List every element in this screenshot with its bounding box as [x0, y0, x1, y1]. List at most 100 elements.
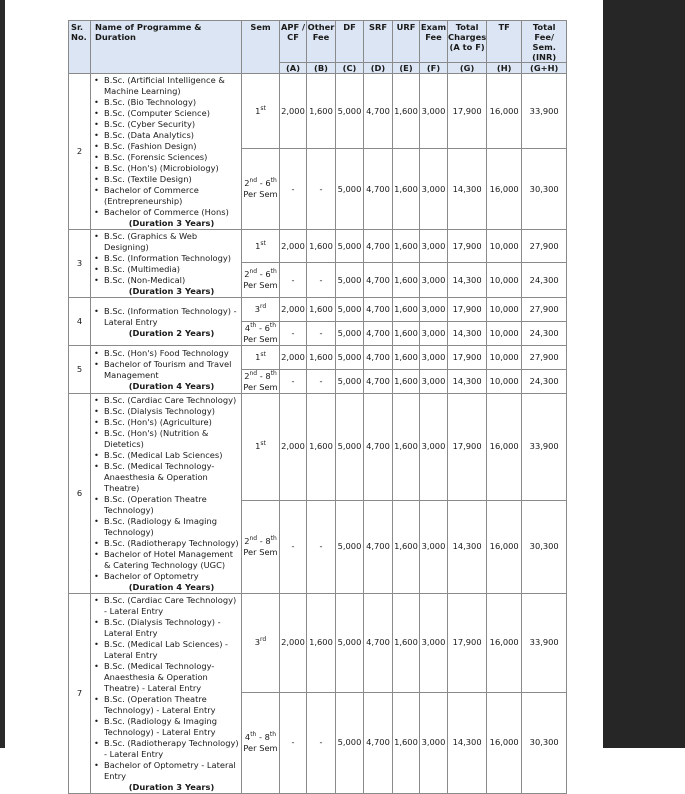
fee-value: 1,600: [392, 393, 420, 501]
programme-list: B.Sc. (Artificial Intelligence & Machine…: [90, 73, 242, 230]
fee-value: 14,300: [446, 262, 488, 298]
fee-value: 30,300: [521, 499, 568, 595]
programme-item: B.Sc. (Graphics & Web Designing): [94, 231, 239, 253]
fee-value: 4,700: [363, 297, 393, 322]
header-sem: Sem: [241, 20, 280, 74]
ordinal-suffix: st: [260, 239, 266, 247]
header-column-code: (C): [335, 62, 364, 74]
programme-item: B.Sc. (Non-Medical): [94, 275, 239, 286]
ordinal-suffix: nd: [249, 268, 258, 276]
programme-item: Bachelor of Optometry: [94, 571, 239, 582]
header-column-label: Total Charges (A to F): [446, 20, 488, 63]
fee-value: 4,700: [363, 73, 393, 149]
fee-value: 3,000: [419, 369, 448, 394]
header-column-code: (G+H): [521, 62, 568, 74]
per-sem-label: Per Sem: [243, 546, 278, 557]
fee-value: 5,000: [335, 369, 364, 394]
fee-value: 1,600: [392, 369, 420, 394]
programme-duration: (Duration 4 Years): [128, 582, 215, 592]
programme-item: B.Sc. (Artificial Intelligence & Machine…: [94, 75, 239, 97]
fee-value: 1,600: [392, 499, 420, 595]
header-column-label: SRF: [363, 20, 393, 63]
programme-item: B.Sc. (Radiotherapy Technology): [94, 538, 239, 549]
semester-range: 2nd - 6th: [244, 268, 277, 280]
ordinal-suffix: th: [250, 321, 257, 329]
programme-item: B.Sc. (Bio Technology): [94, 97, 239, 108]
semester-cell: 2nd - 6th Per Sem: [241, 148, 280, 230]
semester-cell: 3rd: [241, 593, 280, 693]
header-column-code: (E): [392, 62, 420, 74]
fee-value: -: [279, 148, 307, 230]
fee-value: 17,900: [446, 228, 488, 264]
fee-value: 16,000: [486, 148, 523, 230]
fee-value: 2,000: [279, 593, 307, 693]
fee-value: 14,300: [446, 499, 488, 595]
fee-value: 5,000: [335, 297, 364, 322]
header-sr-no: Sr. No.: [68, 20, 91, 74]
programme-list: B.Sc. (Graphics & Web Designing)B.Sc. (I…: [90, 229, 242, 298]
fee-value: -: [279, 262, 307, 298]
programme-bullets: B.Sc. (Graphics & Web Designing)B.Sc. (I…: [94, 231, 239, 286]
programme-list: B.Sc. (Cardiac Care Technology) - Latera…: [90, 593, 242, 794]
fee-value: 2,000: [279, 228, 307, 264]
header-column-label: URF: [392, 20, 420, 63]
fee-value: 10,000: [486, 321, 523, 346]
fee-value: 10,000: [486, 297, 523, 322]
fee-value: 10,000: [486, 345, 523, 370]
ordinal-suffix: nd: [249, 369, 258, 377]
fee-value: 2,000: [279, 297, 307, 322]
semester-range: 1st: [255, 440, 266, 452]
viewer-side-panel: [603, 0, 685, 748]
serial-number: 3: [68, 229, 91, 298]
programme-bullets: B.Sc. (Information Technology) - Lateral…: [94, 306, 239, 328]
fee-value: 5,000: [335, 73, 364, 149]
fee-value: 30,300: [521, 691, 568, 794]
programme-item: B.Sc. (Radiotherapy Technology) - Latera…: [94, 738, 239, 760]
programme-duration: (Duration 2 Years): [128, 327, 215, 338]
fee-value: 17,900: [446, 345, 488, 370]
ordinal-suffix: st: [260, 351, 266, 359]
programme-bullets: B.Sc. (Artificial Intelligence & Machine…: [94, 75, 239, 218]
fee-value: 17,900: [446, 73, 488, 149]
ordinal-suffix: rd: [260, 636, 267, 644]
ordinal-suffix: st: [260, 104, 266, 112]
fee-value: 1,600: [306, 297, 336, 322]
semester-range: 1st: [255, 104, 266, 116]
header-column-label: Total Fee/ Sem. (INR): [521, 20, 568, 63]
header-column-label: DF: [335, 20, 364, 63]
fee-value: 2,000: [279, 73, 307, 149]
semester-range: 2nd - 8th: [244, 535, 277, 546]
fee-value: 5,000: [335, 345, 364, 370]
fee-value: 3,000: [419, 593, 448, 693]
semester-range: 3rd: [254, 303, 267, 314]
fee-row: 4th - 6th Per Sem - -5,000 4,700 1,600 3,000 14…: [69, 321, 568, 346]
fee-value: 1,600: [392, 297, 420, 322]
programme-item: B.Sc. (Forensic Sciences): [94, 152, 239, 163]
semester-cell: 4th - 8th Per Sem: [241, 691, 280, 794]
fee-value: 4,700: [363, 691, 393, 794]
programme-item: B.Sc. (Operation Theatre Technology) - L…: [94, 694, 239, 716]
fee-row: 7B.Sc. (Cardiac Care Technology) - Later…: [68, 593, 568, 794]
programme-item: Bachelor of Hotel Management & Catering …: [94, 549, 239, 571]
fee-value: 3,000: [419, 393, 448, 501]
programme-bullets: B.Sc. (Hon's) Food TechnologyBachelor of…: [94, 348, 239, 381]
fee-row: 6B.Sc. (Cardiac Care Technology)B.Sc. (D…: [68, 393, 568, 594]
serial-number: 4: [68, 297, 91, 346]
semester-cell: 1st: [241, 393, 280, 501]
programme-item: Bachelor of Optometry - Lateral Entry: [94, 760, 239, 782]
fee-value: 1,600: [392, 345, 420, 370]
fee-value: 24,300: [521, 262, 568, 298]
fee-value: 27,900: [521, 228, 568, 264]
programme-bullets: B.Sc. (Cardiac Care Technology)B.Sc. (Di…: [94, 395, 239, 582]
fee-structure-table: Sr. No. Name of Programme & Duration Sem…: [68, 20, 568, 794]
programme-item: B.Sc. (Data Analytics): [94, 130, 239, 141]
ordinal-suffix: th: [270, 535, 277, 543]
fee-value: 16,000: [486, 499, 523, 595]
fee-value: 16,000: [486, 393, 523, 501]
fee-value: 4,700: [363, 369, 393, 394]
ordinal-suffix: rd: [260, 303, 267, 311]
semester-cell: 2nd - 8th Per Sem: [241, 499, 280, 595]
fee-value: 14,300: [446, 691, 488, 794]
fee-value: 17,900: [446, 393, 488, 501]
per-sem-label: Per Sem: [243, 333, 278, 344]
